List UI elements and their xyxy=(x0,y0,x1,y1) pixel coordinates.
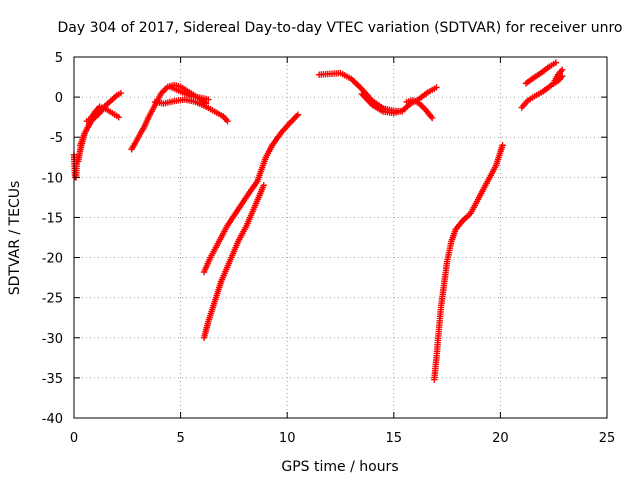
x-tick-label: 0 xyxy=(70,431,78,446)
series-s14 xyxy=(518,73,566,111)
x-tick-labels: 0 5 10 15 20 25 xyxy=(70,431,615,446)
data-point xyxy=(260,182,267,189)
y-tick-label: -5 xyxy=(50,131,63,146)
data-point xyxy=(224,117,231,125)
data-point xyxy=(499,142,506,149)
series-s6 xyxy=(151,96,231,125)
data-point xyxy=(433,84,440,91)
y-tick-label: -10 xyxy=(42,171,63,186)
series-s16 xyxy=(550,66,566,86)
data-point xyxy=(294,111,302,118)
data-point xyxy=(552,59,560,66)
series-s7 xyxy=(166,83,212,103)
data-point xyxy=(205,96,212,103)
data-points xyxy=(70,59,566,383)
x-tick-label: 20 xyxy=(492,431,509,446)
series-s4 xyxy=(83,103,122,125)
y-tick-label: -15 xyxy=(42,211,63,226)
x-tick-label: 25 xyxy=(599,431,616,446)
chart-title: Day 304 of 2017, Sidereal Day-to-day VTE… xyxy=(58,20,623,36)
plot-frame xyxy=(73,56,608,419)
series-s13 xyxy=(431,142,506,383)
y-tick-label: -40 xyxy=(42,412,63,427)
y-tick-labels: -40 -35 -30 -25 -20 -15 -10 -5 0 5 xyxy=(42,51,63,427)
grid-lines xyxy=(74,57,607,418)
series-s15 xyxy=(522,59,560,87)
y-tick-label: 0 xyxy=(55,91,63,106)
series-s9 xyxy=(200,182,267,341)
data-point xyxy=(115,113,122,121)
y-tick-label: -30 xyxy=(42,332,63,347)
series-s12 xyxy=(403,97,436,122)
x-tick-label: 10 xyxy=(279,431,296,446)
y-tick-label: 5 xyxy=(55,51,63,66)
y-tick-label: -35 xyxy=(42,372,63,387)
series-s8 xyxy=(200,111,302,276)
data-point xyxy=(117,89,125,97)
data-point xyxy=(559,66,566,74)
data-point xyxy=(428,114,436,122)
y-tick-label: -20 xyxy=(42,252,63,267)
x-tick-label: 15 xyxy=(386,431,403,446)
data-point xyxy=(112,93,119,101)
y-axis-title: SDTVAR / TECUs xyxy=(7,181,23,296)
y-tick-label: -25 xyxy=(42,292,63,307)
axis-ticks xyxy=(73,56,608,419)
x-tick-label: 5 xyxy=(176,431,184,446)
x-axis-title: GPS time / hours xyxy=(281,459,398,475)
